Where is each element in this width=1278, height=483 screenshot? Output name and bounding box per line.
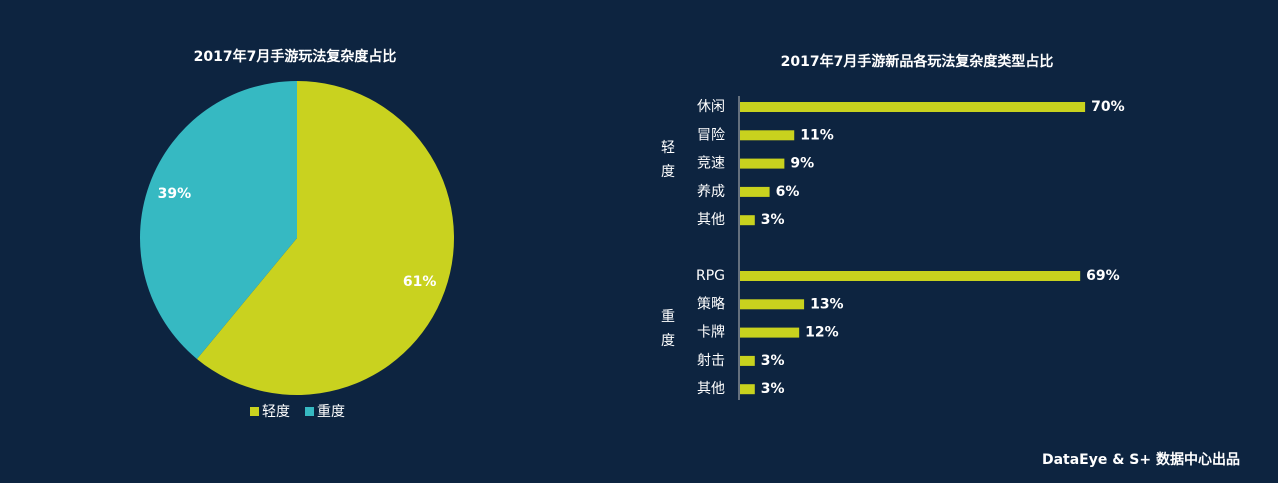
category-label: 休闲 bbox=[697, 99, 725, 115]
category-label: 卡牌 bbox=[697, 324, 725, 341]
category-label: 策略 bbox=[697, 295, 725, 312]
category-label: 射击 bbox=[697, 353, 725, 369]
legend-label: 轻度 bbox=[262, 404, 290, 420]
category-label: 其他 bbox=[697, 381, 725, 397]
bar bbox=[740, 299, 805, 310]
category-label: 养成 bbox=[697, 184, 725, 200]
bar bbox=[740, 327, 800, 338]
value-label: 69% bbox=[1086, 268, 1120, 284]
bar bbox=[740, 271, 1081, 281]
bar bbox=[740, 215, 755, 226]
category-label: 其他 bbox=[697, 212, 725, 228]
value-label: 3% bbox=[761, 381, 785, 397]
slice-label: 61% bbox=[403, 274, 437, 290]
category-label: 竞速 bbox=[697, 155, 725, 172]
legend-swatch bbox=[305, 407, 314, 416]
value-label: 70% bbox=[1091, 99, 1125, 115]
category-label: 冒险 bbox=[697, 127, 725, 143]
bar bbox=[740, 102, 1086, 112]
group-label: 重度 bbox=[659, 309, 675, 357]
bar bbox=[740, 384, 755, 395]
bar bbox=[740, 355, 755, 366]
value-label: 12% bbox=[805, 325, 839, 341]
bar bbox=[740, 158, 785, 169]
pie-slice bbox=[140, 81, 297, 359]
bar bbox=[740, 186, 770, 197]
slice-label: 39% bbox=[158, 186, 192, 202]
value-label: 13% bbox=[810, 296, 844, 312]
value-label: 6% bbox=[776, 184, 800, 200]
bar-title: 2017年7月手游新品各玩法复杂度类型占比 bbox=[781, 53, 1054, 70]
category-label: RPG bbox=[696, 268, 725, 284]
value-label: 3% bbox=[761, 353, 785, 369]
bar bbox=[740, 130, 795, 141]
legend-swatch bbox=[250, 407, 259, 416]
group-label: 轻度 bbox=[659, 140, 675, 188]
value-label: 9% bbox=[790, 156, 814, 172]
value-label: 3% bbox=[761, 212, 785, 228]
footer: DataEye & S+ 数据中心出品 bbox=[1042, 451, 1240, 468]
legend-label: 重度 bbox=[317, 404, 345, 420]
pie-title: 2017年7月手游玩法复杂度占比 bbox=[194, 48, 397, 65]
pie-slice bbox=[196, 81, 455, 395]
value-label: 11% bbox=[800, 127, 834, 143]
